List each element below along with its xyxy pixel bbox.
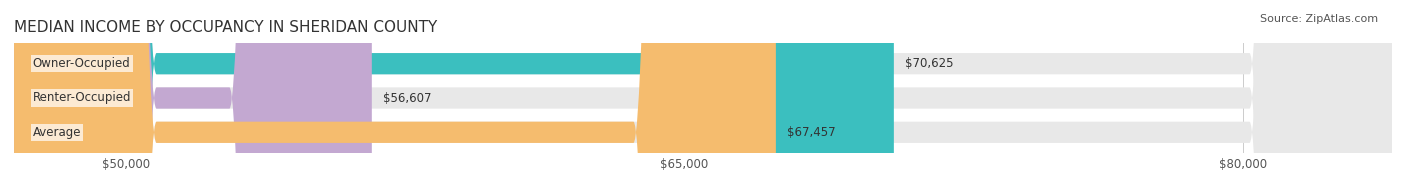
Text: $67,457: $67,457 <box>787 126 835 139</box>
FancyBboxPatch shape <box>14 0 1392 196</box>
FancyBboxPatch shape <box>14 0 776 196</box>
Text: Average: Average <box>32 126 82 139</box>
FancyBboxPatch shape <box>14 0 894 196</box>
FancyBboxPatch shape <box>14 0 1392 196</box>
Text: $70,625: $70,625 <box>905 57 953 70</box>
Text: $56,607: $56,607 <box>382 92 432 104</box>
FancyBboxPatch shape <box>14 0 1392 196</box>
Text: Renter-Occupied: Renter-Occupied <box>32 92 131 104</box>
Text: Source: ZipAtlas.com: Source: ZipAtlas.com <box>1260 14 1378 24</box>
FancyBboxPatch shape <box>14 0 371 196</box>
Text: MEDIAN INCOME BY OCCUPANCY IN SHERIDAN COUNTY: MEDIAN INCOME BY OCCUPANCY IN SHERIDAN C… <box>14 20 437 35</box>
Text: Owner-Occupied: Owner-Occupied <box>32 57 131 70</box>
